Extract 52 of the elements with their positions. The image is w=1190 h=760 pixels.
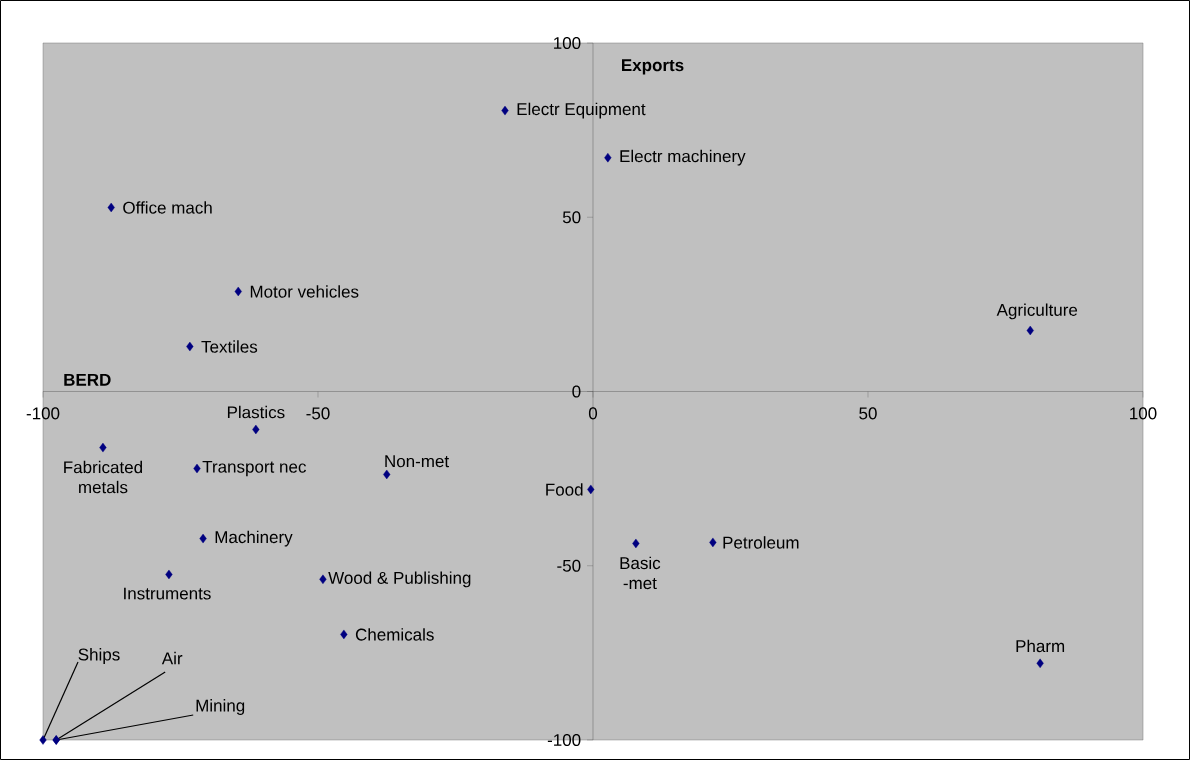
point [604, 152, 612, 163]
annotation: Agriculture [996, 303, 1078, 320]
annotation: Office mach [123, 201, 212, 214]
annotation: Motor vehicles [250, 285, 359, 298]
point [107, 202, 115, 213]
annotation: Electr Equipment [517, 102, 646, 119]
annotation: Chemicals [355, 628, 434, 641]
point [501, 105, 509, 116]
y-axis-title: Exports [622, 59, 684, 75]
annotation: Electr machinery [620, 149, 746, 166]
point [252, 424, 260, 435]
point [234, 286, 242, 297]
point [709, 537, 717, 548]
point [383, 469, 391, 480]
annotation: Transport nec [202, 460, 306, 477]
annotation: Machinery [215, 530, 293, 547]
x-tick-label: 50 [859, 407, 877, 420]
point [340, 629, 348, 640]
x-tick-label: -100 [26, 407, 60, 420]
annotation: Textiles [201, 340, 258, 353]
y-tick-label: 50 [562, 211, 581, 224]
point [99, 442, 107, 453]
annotation: Petroleum [723, 536, 799, 549]
point [186, 341, 194, 352]
point [1026, 325, 1034, 336]
annotation: Basic -met [620, 556, 661, 590]
y-tick-label: -50 [557, 559, 581, 572]
annotation: Instruments [124, 587, 211, 600]
annotation: Pharm [1016, 639, 1065, 653]
y-tick-label: 100 [554, 36, 581, 50]
point [193, 463, 201, 474]
point [199, 533, 207, 544]
x-axis-title: BERD [64, 373, 111, 386]
x-tick-label: 100 [1130, 407, 1157, 420]
annotation: Wood & Publishing [328, 571, 471, 588]
annotation: Non-met [385, 455, 449, 468]
y-tick-label: 0 [572, 385, 581, 398]
point [165, 569, 173, 580]
point [1036, 658, 1044, 669]
annotation: Ships [78, 648, 120, 664]
x-tick-label: -50 [306, 407, 330, 420]
annotation: Fabricated metals [64, 460, 142, 494]
annotation: Plastics [227, 405, 285, 419]
point [587, 484, 595, 495]
annotation: Mining [196, 699, 245, 715]
point [39, 735, 47, 745]
annotation: Food [546, 483, 583, 496]
y-tick-label: -100 [547, 733, 581, 747]
point [319, 574, 327, 585]
point [632, 538, 640, 549]
x-tick-label: 0 [588, 407, 598, 420]
annotation: Air [161, 651, 183, 665]
